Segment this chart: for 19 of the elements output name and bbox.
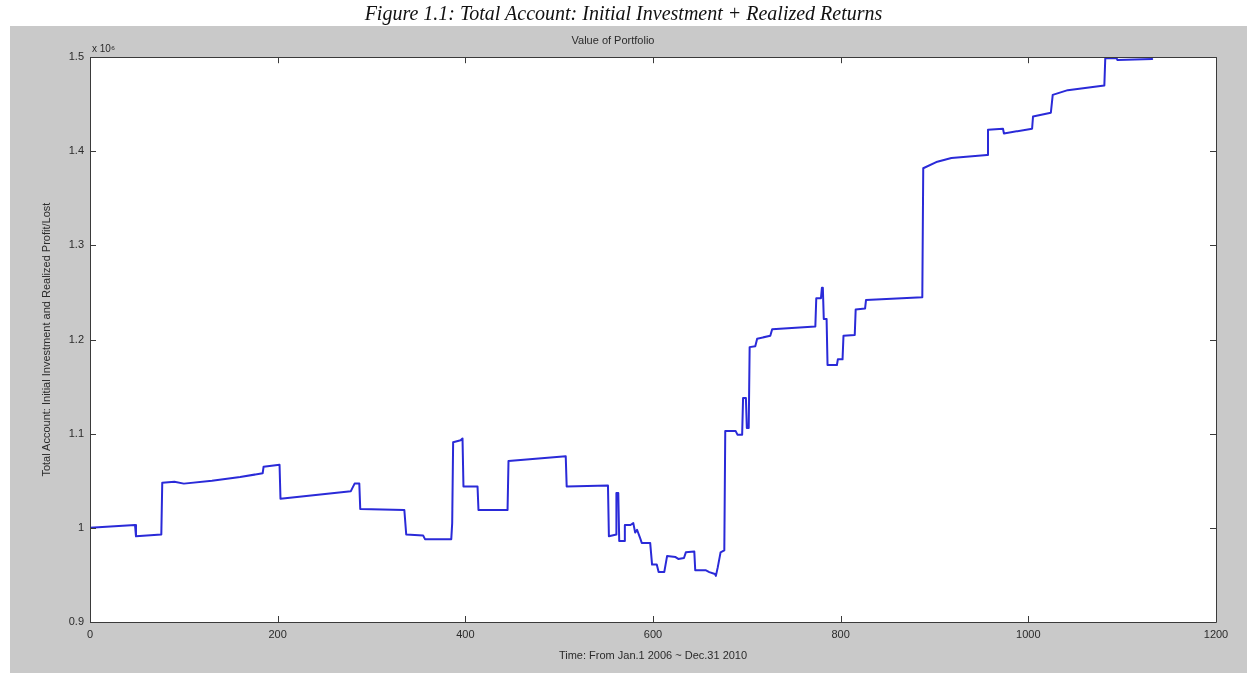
- x-tick-label: 600: [643, 627, 663, 640]
- chart-title: Value of Portfolio: [571, 33, 655, 46]
- x-tick-label: 0: [86, 627, 94, 640]
- x-tick-label: 400: [456, 627, 475, 640]
- y-axis-title: Total Account: Initial Investment and Realized Profit/Lost: [39, 202, 52, 477]
- x-tick-label: 1200: [1203, 627, 1229, 640]
- y-tick-label: 1.2: [68, 332, 84, 345]
- x-tick-label: 800: [831, 627, 850, 640]
- caption: Figure 1.1: Total Account: Initial Investment + Realized Returns: [364, 2, 883, 24]
- y-tick-label: 1.3: [68, 238, 84, 251]
- text: x 10⁶: [92, 42, 116, 54]
- x-tick-label: 200: [268, 627, 287, 640]
- y-tick-label: 0.9: [68, 615, 84, 628]
- x-axis-title: Time: From Jan.1 2006 ~ Dec.31 2010: [558, 649, 748, 662]
- y-tick-label: 1.5: [68, 50, 84, 63]
- y-tick-label: 1.4: [68, 144, 84, 157]
- y-tick-label: 1.1: [68, 426, 84, 439]
- y-tick-label: 1: [77, 520, 84, 533]
- x-tick-label: 1000: [1016, 627, 1041, 640]
